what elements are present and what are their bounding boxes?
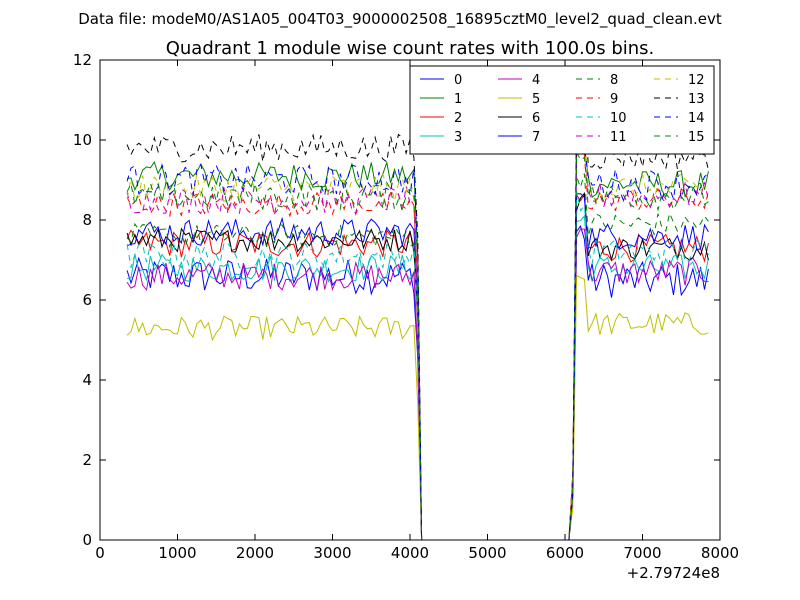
figure-suptitle: Data file: modeM0/AS1A05_004T03_90000025… [78,10,722,29]
x-tick-label: 0 [95,544,105,562]
y-tick-label: 12 [73,51,92,69]
x-tick-label: 2000 [236,544,274,562]
x-tick-label: 4000 [391,544,429,562]
y-tick-label: 2 [82,451,92,469]
series-line-10 [126,190,709,540]
series-line-7 [126,193,709,540]
legend-label-2: 2 [454,111,462,126]
series-line-6 [126,192,709,540]
legend-label-11: 11 [610,130,627,145]
y-tick-label: 0 [82,531,92,549]
series-line-2 [126,193,709,540]
series-line-3 [126,214,709,540]
x-tick-label: 7000 [623,544,661,562]
series-line-14 [126,119,709,540]
series-line-13 [126,100,709,540]
y-tick-label: 10 [73,131,92,149]
axis-ticks: 0 1000 2000 3000 4000 5000 6000 7000 80000246810… [73,51,739,562]
series-line-8 [126,173,709,540]
legend-label-7: 7 [532,130,540,145]
x-tick-label: 5000 [468,544,506,562]
y-tick-label: 6 [82,291,92,309]
series-line-1 [127,130,709,540]
legend-box [409,65,715,155]
x-tick-label: 6000 [546,544,584,562]
legend-label-9: 9 [610,92,618,107]
series-line-0 [126,224,709,540]
legend-label-12: 12 [688,73,705,88]
legend-label-3: 3 [454,130,462,145]
plot-area [126,100,709,540]
chart-title: Quadrant 1 module wise count rates with … [166,38,655,59]
y-tick-label: 4 [82,371,92,389]
x-tick-label: 8000 [701,544,739,562]
x-axis-offset-label: +2.79724e8 [627,564,720,582]
x-tick-label: 3000 [313,544,351,562]
legend-label-15: 15 [688,130,705,145]
legend-label-1: 1 [454,92,462,107]
series-line-11 [126,133,709,540]
legend-label-5: 5 [532,92,540,107]
legend-label-10: 10 [610,111,627,126]
series-line-9 [126,144,709,540]
legend-label-8: 8 [610,73,618,88]
series-line-12 [126,132,709,540]
legend-label-4: 4 [532,73,540,88]
x-tick-label: 1000 [158,544,196,562]
legend-label-13: 13 [688,92,705,107]
y-tick-label: 8 [82,211,92,229]
legend-label-0: 0 [454,73,462,88]
series-line-4 [126,228,709,540]
legend-label-6: 6 [532,111,540,126]
series-line-5 [126,274,709,540]
legend-label-14: 14 [688,111,705,126]
